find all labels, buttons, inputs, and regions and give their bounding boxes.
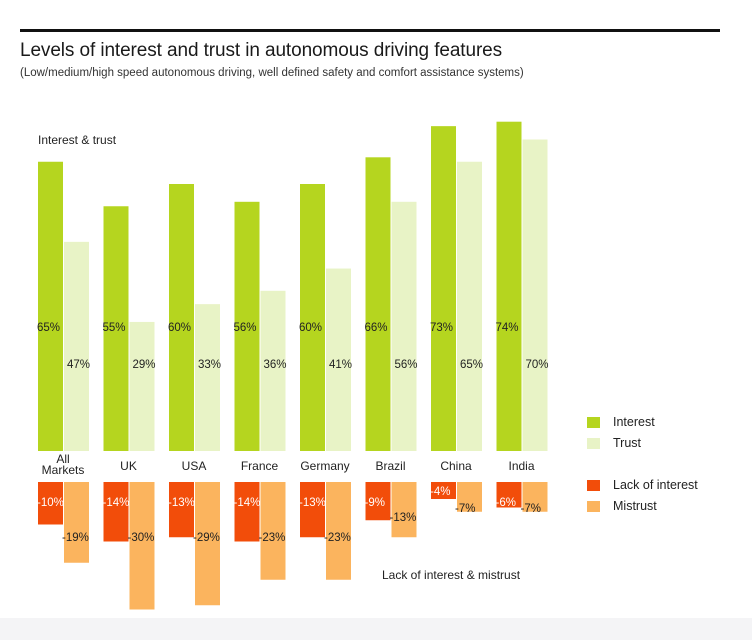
bar-lack-of-interest-usa bbox=[169, 482, 194, 538]
category-label-india: India bbox=[508, 459, 534, 473]
category-label-usa: USA bbox=[182, 459, 207, 473]
bar-interest-brazil bbox=[365, 157, 391, 452]
bar-lack-of-interest-all-markets bbox=[38, 482, 63, 525]
bar-mistrust-china bbox=[457, 482, 482, 512]
upper-panel-label: Interest & trust bbox=[38, 133, 117, 147]
data-label-lack-of-interest-uk: -14% bbox=[103, 497, 130, 509]
data-label-lack-of-interest-india: -6% bbox=[496, 497, 516, 509]
category-label-brazil: Brazil bbox=[375, 459, 405, 473]
data-label-interest-china: 73% bbox=[430, 322, 453, 334]
data-label-interest-france: 56% bbox=[234, 322, 257, 334]
data-label-mistrust-uk: -30% bbox=[128, 532, 155, 544]
data-label-mistrust-usa: -29% bbox=[193, 532, 220, 544]
legend-label-trust: Trust bbox=[613, 436, 642, 450]
bar-trust-china bbox=[457, 161, 482, 451]
bar-trust-germany bbox=[326, 268, 351, 451]
bottom-shade bbox=[0, 618, 752, 640]
bar-interest-france bbox=[234, 201, 260, 451]
data-label-mistrust-all-markets: -19% bbox=[62, 532, 89, 544]
bar-trust-usa bbox=[195, 304, 220, 451]
data-label-lack-of-interest-brazil: -9% bbox=[365, 497, 385, 509]
bar-lack-of-interest-india bbox=[496, 482, 522, 508]
data-label-trust-usa: 33% bbox=[198, 359, 221, 371]
category-label-all-markets-line-2: Markets bbox=[42, 463, 85, 477]
data-label-interest-india: 74% bbox=[496, 322, 519, 334]
bar-interest-all-markets bbox=[38, 161, 63, 451]
bar-mistrust-all-markets bbox=[64, 482, 89, 563]
bar-trust-brazil bbox=[391, 201, 417, 451]
bar-trust-uk bbox=[129, 321, 155, 451]
bar-interest-china bbox=[431, 126, 456, 452]
legend-swatch-mistrust bbox=[587, 501, 600, 512]
bar-trust-all-markets bbox=[64, 241, 89, 451]
top-rule bbox=[20, 29, 720, 32]
bar-lack-of-interest-china bbox=[431, 482, 456, 499]
data-label-trust-brazil: 56% bbox=[395, 359, 418, 371]
bar-mistrust-india bbox=[522, 482, 548, 512]
legend-swatch-interest bbox=[587, 417, 600, 428]
bar-lack-of-interest-brazil bbox=[365, 482, 391, 521]
data-label-lack-of-interest-all-markets: -10% bbox=[37, 497, 64, 509]
data-label-lack-of-interest-france: -14% bbox=[234, 497, 261, 509]
bar-interest-germany bbox=[300, 184, 325, 451]
bar-interest-usa bbox=[169, 184, 194, 451]
category-label-germany: Germany bbox=[300, 459, 349, 473]
bar-lack-of-interest-uk bbox=[103, 482, 129, 542]
bar-lack-of-interest-germany bbox=[300, 482, 325, 538]
bar-interest-uk bbox=[103, 206, 129, 451]
data-label-trust-china: 65% bbox=[460, 359, 483, 371]
category-label-france: France bbox=[241, 459, 279, 473]
bar-mistrust-france bbox=[260, 482, 286, 580]
category-label-all-markets-line-1: All bbox=[56, 452, 69, 466]
data-label-interest-germany: 60% bbox=[299, 322, 322, 334]
data-label-trust-all-markets: 47% bbox=[67, 359, 90, 371]
bar-interest-india bbox=[496, 121, 522, 451]
data-label-mistrust-brazil: -13% bbox=[390, 512, 417, 524]
data-label-mistrust-china: -7% bbox=[455, 503, 475, 515]
bar-mistrust-germany bbox=[326, 482, 351, 580]
bar-lack-of-interest-france bbox=[234, 482, 260, 542]
lower-panel-label: Lack of interest & mistrust bbox=[382, 568, 521, 582]
legend-label-lack-of-interest: Lack of interest bbox=[613, 478, 698, 492]
data-label-mistrust-india: -7% bbox=[521, 503, 541, 515]
bar-mistrust-uk bbox=[129, 482, 155, 610]
category-label-china: China bbox=[440, 459, 472, 473]
bar-mistrust-usa bbox=[195, 482, 220, 606]
data-label-trust-germany: 41% bbox=[329, 359, 352, 371]
data-label-interest-brazil: 66% bbox=[365, 322, 388, 334]
data-label-trust-france: 36% bbox=[264, 359, 287, 371]
data-label-mistrust-germany: -23% bbox=[324, 532, 351, 544]
chart-subtitle: (Low/medium/high speed autonomous drivin… bbox=[20, 67, 524, 79]
data-label-interest-all-markets: 65% bbox=[37, 322, 60, 334]
data-label-trust-india: 70% bbox=[526, 359, 549, 371]
legend-label-interest: Interest bbox=[613, 415, 655, 429]
chart-title: Levels of interest and trust in autonomo… bbox=[20, 40, 503, 61]
data-label-interest-uk: 55% bbox=[103, 322, 126, 334]
category-label-uk: UK bbox=[120, 459, 137, 473]
data-label-mistrust-france: -23% bbox=[259, 532, 286, 544]
legend-swatch-lack-of-interest bbox=[587, 480, 600, 491]
legend-label-mistrust: Mistrust bbox=[613, 499, 657, 513]
bar-mistrust-brazil bbox=[391, 482, 417, 538]
data-label-interest-usa: 60% bbox=[168, 322, 191, 334]
bar-trust-france bbox=[260, 290, 286, 451]
bar-trust-india bbox=[522, 139, 548, 451]
data-label-lack-of-interest-usa: -13% bbox=[168, 497, 195, 509]
data-label-trust-uk: 29% bbox=[133, 359, 156, 371]
data-label-lack-of-interest-china: -4% bbox=[430, 486, 450, 498]
legend-swatch-trust bbox=[587, 438, 600, 449]
data-label-lack-of-interest-germany: -13% bbox=[299, 497, 326, 509]
